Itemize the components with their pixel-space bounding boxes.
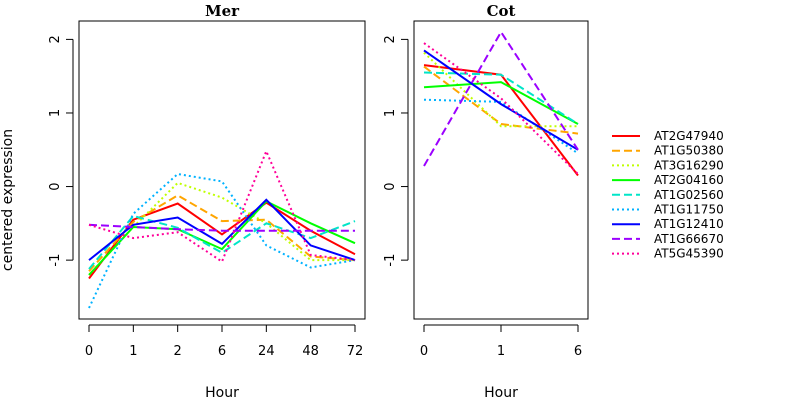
x-tick-label: 24 <box>258 344 275 359</box>
y-tick-label: 2 <box>48 35 63 43</box>
x-tick-label: 6 <box>218 344 226 359</box>
plot-frame <box>413 20 589 320</box>
series-line-at1g50380 <box>88 194 356 272</box>
legend-label: AT1G12410 <box>654 217 724 231</box>
legend-label: AT2G04160 <box>654 173 724 187</box>
y-tick-label: 1 <box>48 109 63 117</box>
x-tick-label: 1 <box>497 344 505 359</box>
series-line-at1g02560 <box>88 214 356 270</box>
series-line-at1g66670 <box>88 223 355 232</box>
series-line-at2g04160 <box>88 200 356 276</box>
legend-label: AT3G16290 <box>654 158 724 172</box>
x-axis-label-cot: Hour <box>484 385 518 400</box>
series-line-at1g11750 <box>88 172 356 309</box>
series-line-at1g50380 <box>423 65 579 135</box>
series-line-at5g45390 <box>423 42 579 175</box>
legend: AT2G47940AT1G50380AT3G16290AT2G04160AT1G… <box>612 129 724 261</box>
legend-label: AT1G66670 <box>654 232 724 246</box>
series-line-at1g02560 <box>423 71 579 125</box>
series-line-at1g12410 <box>88 198 356 262</box>
legend-label: AT1G02560 <box>654 188 724 202</box>
legend-label: AT1G50380 <box>654 144 724 158</box>
x-tick-label: 2 <box>174 344 182 359</box>
series-line-at1g11750 <box>423 98 579 155</box>
y-tick-label: 0 <box>383 182 398 190</box>
series-line-at5g45390 <box>88 148 356 264</box>
legend-label: AT2G47940 <box>654 129 724 143</box>
y-axis-label: centered expression <box>0 129 16 271</box>
y-tick-label: 0 <box>48 182 63 190</box>
x-tick-label: 48 <box>302 344 319 359</box>
series-line-at3g16290 <box>423 51 578 128</box>
legend-label: AT1G11750 <box>654 203 724 217</box>
series-line-at1g66670 <box>423 30 579 167</box>
x-tick-label: 0 <box>85 344 93 359</box>
x-tick-label: 6 <box>574 344 582 359</box>
x-tick-label: 1 <box>129 344 137 359</box>
series-line-at1g12410 <box>423 49 579 151</box>
y-tick-label: 2 <box>383 35 398 43</box>
plot-frame <box>78 20 366 320</box>
y-tick-label: 1 <box>383 109 398 117</box>
panel-title-mer: Mer <box>205 2 240 20</box>
panel-cot: Cot Hour 0 1 6 -1 0 1 2 <box>383 2 589 400</box>
x-tick-label: 0 <box>420 344 428 359</box>
x-tick-label: 72 <box>347 344 364 359</box>
panel-mer: Mer Hour 0 1 2 6 24 48 72 -1 0 1 2 <box>48 2 366 400</box>
y-tick-label: -1 <box>383 254 398 267</box>
y-tick-label: -1 <box>48 254 63 267</box>
panel-title-cot: Cot <box>487 2 516 20</box>
legend-label: AT5G45390 <box>654 247 724 261</box>
x-axis-label-mer: Hour <box>205 385 239 400</box>
